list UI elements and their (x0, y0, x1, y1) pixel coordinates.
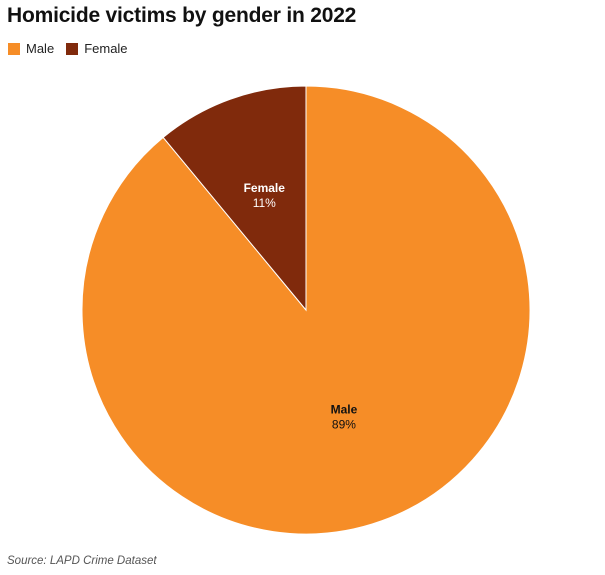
legend: Male Female (8, 41, 140, 56)
pie-slice-female (162, 85, 307, 312)
slice-label-female: Female (244, 181, 286, 195)
legend-label-female: Female (84, 41, 128, 56)
legend-swatch-male (8, 42, 20, 55)
legend-item-male: Male (8, 41, 54, 56)
pie-slices (81, 85, 531, 535)
legend-item-female: Female (66, 41, 128, 56)
slice-value-female: 11% (253, 196, 276, 210)
source-note: Source: LAPD Crime Dataset (7, 555, 157, 567)
slice-label-male: Male (331, 402, 358, 416)
chart-title: Homicide victims by gender in 2022 (7, 4, 357, 27)
legend-label-male: Male (26, 41, 55, 56)
slice-value-male: 89% (332, 417, 356, 431)
legend-swatch-female (66, 42, 79, 55)
